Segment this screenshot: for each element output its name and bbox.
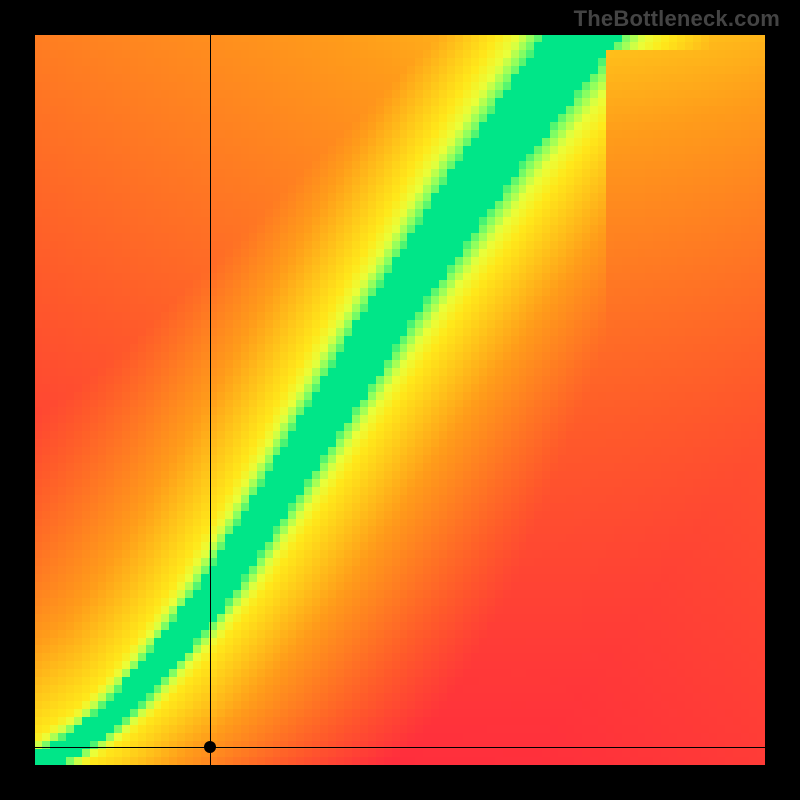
vertical-crosshair	[210, 35, 211, 765]
horizontal-crosshair	[35, 747, 765, 748]
heatmap-canvas	[35, 35, 765, 765]
marker-dot	[204, 741, 216, 753]
watermark-text: TheBottleneck.com	[574, 6, 780, 32]
